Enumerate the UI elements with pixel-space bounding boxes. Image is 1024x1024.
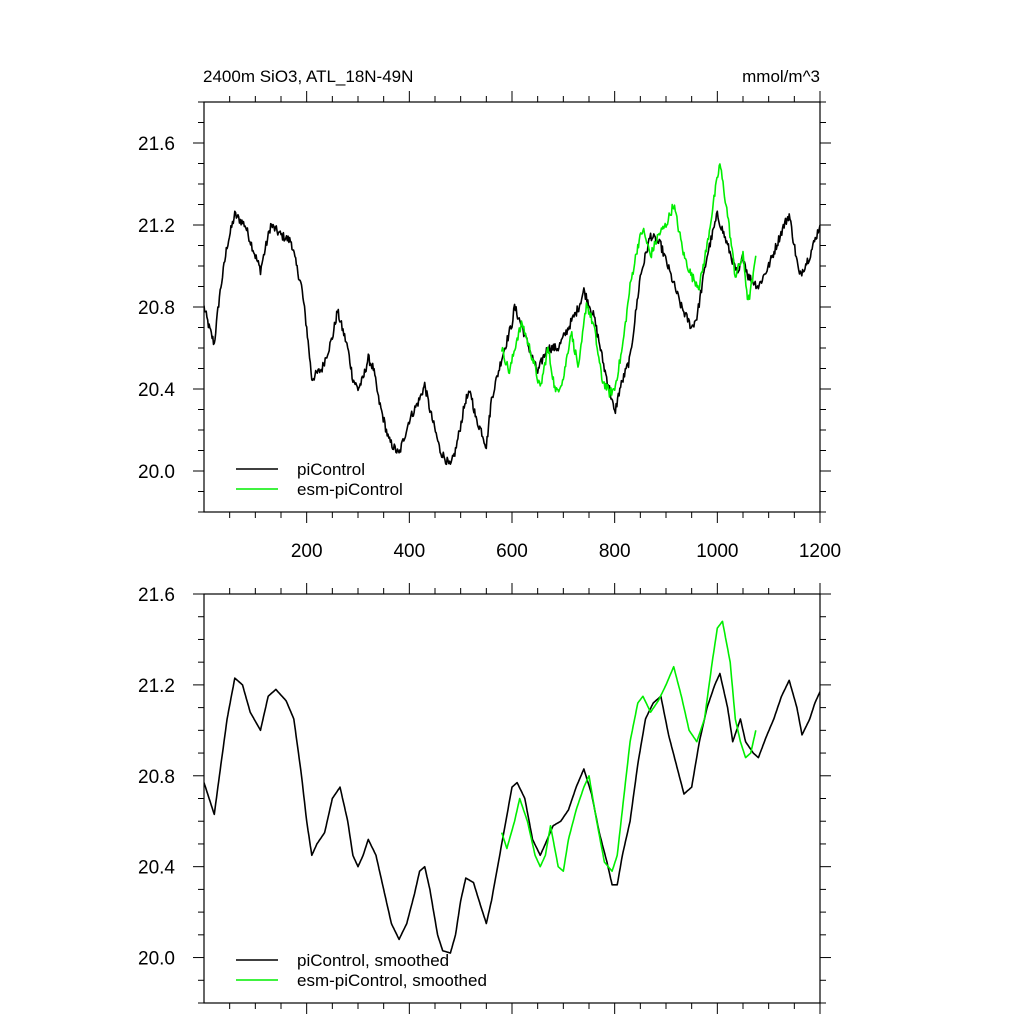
legend-label: piControl [297, 460, 365, 479]
plot-frame [203, 593, 821, 1004]
y-tick-label: 20.8 [138, 767, 175, 788]
series-line-picontrol [204, 210, 820, 466]
series-line-esm-picontrol [500, 163, 757, 398]
y-tick-label: 20.4 [138, 380, 175, 401]
legend-label: esm-piControl [297, 480, 403, 499]
y-tick-label: 20.4 [138, 858, 175, 879]
x-tick-label: 200 [291, 541, 323, 562]
x-tick-label: 600 [496, 541, 528, 562]
x-tick-label: 800 [599, 541, 631, 562]
legend-label: esm-piControl, smoothed [297, 971, 487, 990]
chart-units-label: mmol/m^3 [742, 67, 820, 86]
legend-label: piControl, smoothed [297, 951, 449, 970]
y-tick-label: 21.6 [138, 585, 175, 606]
x-tick-label: 1000 [696, 541, 738, 562]
y-tick-label: 20.0 [138, 462, 175, 483]
x-tick-label: 1200 [799, 541, 841, 562]
y-tick-label: 21.2 [138, 216, 175, 237]
y-tick-label: 20.8 [138, 298, 175, 319]
top-panel: 20.0 20.4 20.8 21.2 21.6 200 400 600 800 1000 1200… [138, 91, 841, 562]
series-line-esm-picontrol [500, 620, 757, 872]
bottom-panel: 20.0 20.4 20.8 21.2 21.6 piControl, smoothede… [138, 583, 831, 1014]
plot-frame [203, 101, 821, 513]
y-tick-label: 20.0 [138, 949, 175, 970]
y-tick-label: 21.6 [138, 134, 175, 155]
y-tick-label: 21.2 [138, 676, 175, 697]
x-tick-label: 400 [393, 541, 425, 562]
series-line-picontrol [204, 672, 820, 954]
chart-title: 2400m SiO3, ATL_18N-49N [203, 67, 413, 86]
